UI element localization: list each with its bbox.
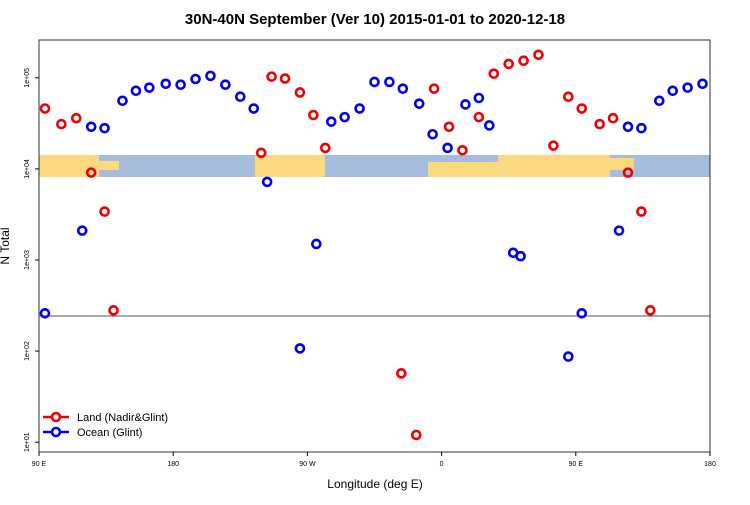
- point: [548, 140, 559, 151]
- legend-marker: [50, 411, 62, 423]
- point: [160, 78, 172, 90]
- y-tick-label: 1e+04: [24, 159, 31, 179]
- point: [354, 103, 365, 114]
- point: [645, 305, 656, 316]
- point: [427, 128, 438, 140]
- point: [311, 238, 322, 250]
- point: [667, 85, 679, 97]
- y-tick-label: 1e+03: [24, 250, 31, 270]
- land-band: [99, 161, 119, 170]
- point: [325, 116, 337, 127]
- point: [99, 206, 110, 217]
- plot-frame: [38, 39, 711, 453]
- point: [255, 147, 267, 159]
- x-tick-label: 90 E: [569, 461, 584, 468]
- point: [697, 78, 708, 90]
- point: [248, 103, 260, 114]
- point: [576, 307, 588, 319]
- x-tick-label: 180: [704, 461, 716, 468]
- point: [294, 87, 306, 98]
- point: [85, 167, 97, 178]
- x-tick-label: 180: [167, 461, 179, 468]
- point: [70, 112, 82, 124]
- point: [220, 79, 231, 90]
- y-axis-label: N Total: [0, 227, 12, 264]
- point: [235, 91, 246, 103]
- point: [108, 305, 119, 316]
- point: [396, 368, 407, 379]
- point: [594, 118, 605, 130]
- point: [99, 122, 110, 134]
- land-band: [498, 155, 610, 177]
- point: [654, 95, 665, 107]
- point: [279, 73, 291, 84]
- point: [473, 92, 485, 104]
- point: [190, 73, 201, 85]
- point: [442, 142, 453, 154]
- point: [369, 76, 380, 88]
- point: [533, 49, 544, 61]
- point: [636, 122, 647, 134]
- point: [319, 142, 331, 154]
- land-band: [610, 158, 634, 170]
- point: [117, 95, 128, 107]
- point: [130, 85, 142, 97]
- point: [384, 76, 395, 88]
- point: [622, 167, 634, 178]
- point: [175, 79, 186, 90]
- point: [682, 82, 693, 93]
- point: [576, 103, 588, 114]
- point: [39, 307, 51, 319]
- point: [518, 55, 529, 67]
- point: [294, 343, 306, 354]
- point: [397, 83, 409, 94]
- point: [457, 144, 468, 156]
- y-tick-label: 1e+01: [24, 432, 31, 452]
- land-band: [255, 155, 325, 177]
- point: [308, 109, 319, 121]
- point: [428, 83, 440, 94]
- x-tick-label: 90 W: [299, 461, 316, 468]
- point: [613, 225, 625, 236]
- point: [413, 98, 425, 109]
- x-tick-label: 90 E: [32, 461, 47, 468]
- legend-marker: [50, 426, 62, 438]
- legend-label: Land (Nadir&Glint): [77, 412, 168, 424]
- point: [460, 99, 471, 110]
- point: [76, 225, 88, 236]
- point: [144, 82, 155, 93]
- point: [563, 91, 574, 103]
- y-tick-label: 1e+05: [24, 68, 31, 88]
- point: [339, 111, 350, 123]
- x-axis-label: Longitude (deg E): [327, 477, 422, 491]
- point: [443, 121, 455, 133]
- point: [205, 70, 216, 82]
- point: [563, 351, 574, 362]
- map-band: [39, 155, 710, 177]
- legend-label: Ocean (Glint): [77, 427, 142, 439]
- land-band: [428, 162, 498, 177]
- point: [261, 176, 273, 188]
- chart-title: 30N-40N September (Ver 10) 2015-01-01 to…: [185, 11, 565, 28]
- point: [473, 111, 485, 123]
- point: [484, 120, 495, 131]
- point: [607, 112, 619, 124]
- point: [39, 103, 51, 114]
- x-tick-label: 0: [440, 461, 444, 468]
- point: [622, 121, 634, 133]
- point: [515, 250, 526, 262]
- point: [410, 429, 422, 441]
- point: [488, 68, 500, 79]
- point: [85, 121, 97, 133]
- point: [503, 58, 515, 70]
- point: [266, 71, 277, 82]
- point: [56, 118, 67, 130]
- point: [636, 206, 647, 217]
- land-band: [39, 155, 99, 177]
- y-tick-label: 1e+02: [24, 341, 31, 361]
